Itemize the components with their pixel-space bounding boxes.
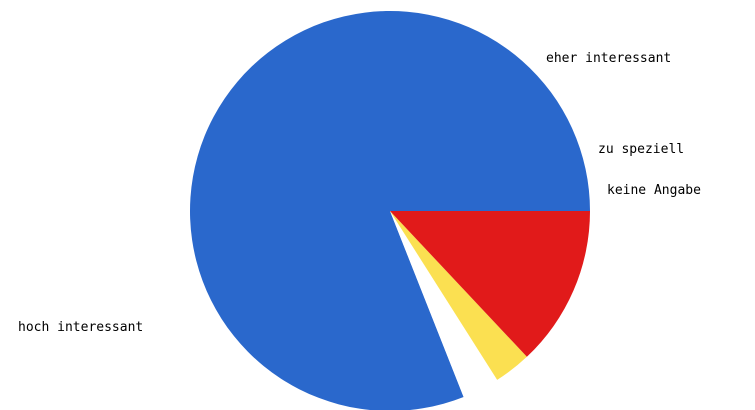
- pie-slice-hoch-interessant: [190, 11, 590, 410]
- slice-label-keine-angabe: keine Angabe: [607, 183, 701, 198]
- slice-label-zu-speziell: zu speziell: [598, 142, 684, 157]
- pie-slices: [190, 11, 590, 410]
- slice-labels: hoch interessant keine Angabe zu speziell e…: [18, 51, 701, 335]
- slice-label-eher-interessant: eher interessant: [546, 51, 671, 66]
- pie-slice-zu-speziell: [390, 211, 527, 380]
- pie-slice-keine-angabe: [390, 211, 498, 397]
- slice-label-hoch-interessant: hoch interessant: [18, 320, 143, 335]
- pie-slice-eher-interessant: [390, 211, 590, 357]
